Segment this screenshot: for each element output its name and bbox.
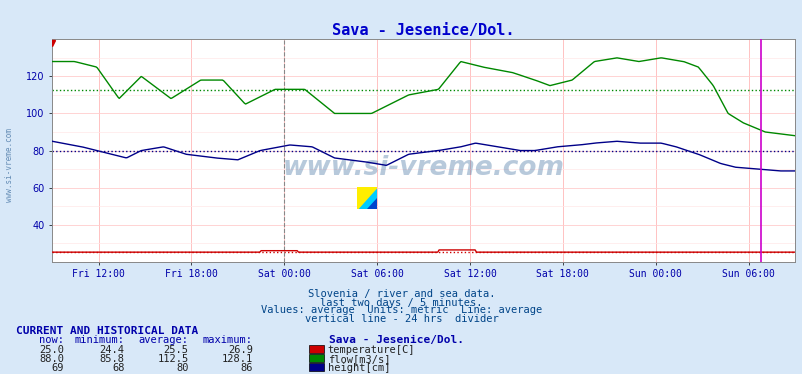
- Text: 128.1: 128.1: [221, 354, 253, 364]
- Text: flow[m3/s]: flow[m3/s]: [327, 354, 390, 364]
- Text: 68: 68: [111, 363, 124, 373]
- Polygon shape: [357, 187, 377, 209]
- Text: vertical line - 24 hrs  divider: vertical line - 24 hrs divider: [304, 314, 498, 324]
- Text: 85.8: 85.8: [99, 354, 124, 364]
- Text: 88.0: 88.0: [39, 354, 64, 364]
- Text: www.si-vreme.com: www.si-vreme.com: [282, 155, 564, 181]
- Text: Values: average  Units: metric  Line: average: Values: average Units: metric Line: aver…: [261, 306, 541, 315]
- Text: www.si-vreme.com: www.si-vreme.com: [5, 128, 14, 202]
- Text: last two days / 5 minutes.: last two days / 5 minutes.: [320, 298, 482, 307]
- Text: 25.0: 25.0: [39, 345, 64, 355]
- Text: 25.5: 25.5: [164, 345, 188, 355]
- Text: 112.5: 112.5: [157, 354, 188, 364]
- Text: 86: 86: [240, 363, 253, 373]
- Text: 26.9: 26.9: [228, 345, 253, 355]
- Text: 69: 69: [51, 363, 64, 373]
- Text: average:: average:: [139, 335, 188, 345]
- Text: maximum:: maximum:: [203, 335, 253, 345]
- Title: Sava - Jesenice/Dol.: Sava - Jesenice/Dol.: [332, 23, 514, 38]
- Text: temperature[C]: temperature[C]: [327, 345, 415, 355]
- Text: height[cm]: height[cm]: [327, 363, 390, 373]
- Text: 24.4: 24.4: [99, 345, 124, 355]
- Text: 80: 80: [176, 363, 188, 373]
- Text: Sava - Jesenice/Dol.: Sava - Jesenice/Dol.: [329, 335, 464, 345]
- Polygon shape: [367, 198, 377, 209]
- Text: CURRENT AND HISTORICAL DATA: CURRENT AND HISTORICAL DATA: [16, 326, 198, 335]
- Polygon shape: [357, 187, 377, 209]
- Text: now:: now:: [39, 335, 64, 345]
- Text: Slovenia / river and sea data.: Slovenia / river and sea data.: [307, 289, 495, 299]
- Text: minimum:: minimum:: [75, 335, 124, 345]
